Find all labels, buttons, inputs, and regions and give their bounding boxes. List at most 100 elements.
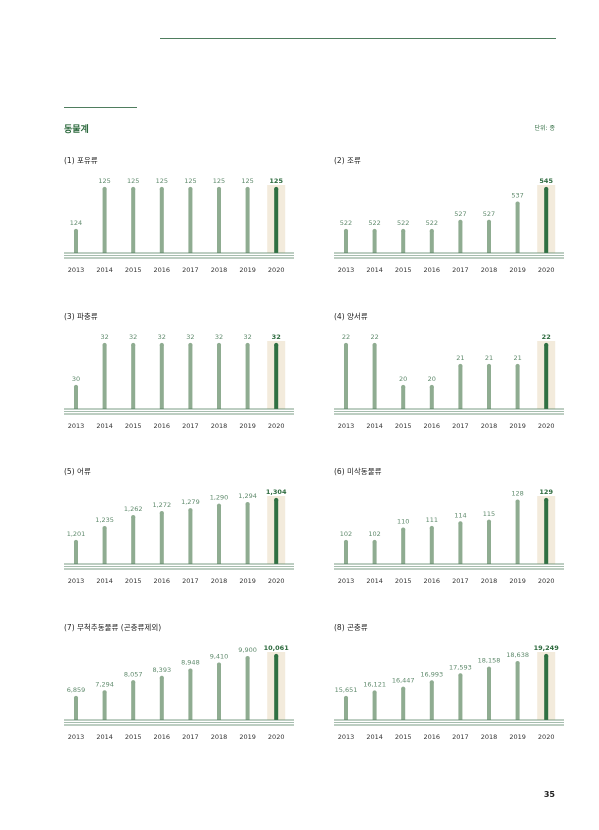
bar-2019 xyxy=(515,501,520,564)
chart-reptiles: (3) 파충류 30 2013 32 2014 32 2015 32 2016 32 2017 32… xyxy=(64,311,294,436)
chart-title: (8) 곤충류 xyxy=(334,623,368,632)
bar-2018 xyxy=(217,664,221,720)
year-label-2017: 2017 xyxy=(452,266,469,274)
chart-title: (6) 미삭동물류 xyxy=(334,467,382,476)
year-label-2016: 2016 xyxy=(154,422,171,430)
data-label-2017: 21 xyxy=(456,354,464,362)
bar-2015 xyxy=(401,529,406,564)
chart-plot: 15,651 2013 16,121 2014 16,447 2015 16,993 2016… xyxy=(334,644,564,741)
bar-cap-2019 xyxy=(515,201,520,206)
chart-birds: (2) 조류 522 2013 522 2014 522 2015 522 2016 527 20… xyxy=(334,155,564,280)
bar-cap-2013 xyxy=(343,342,349,348)
bar-2016 xyxy=(429,682,434,720)
year-label-2015: 2015 xyxy=(395,422,412,430)
bar-2014 xyxy=(102,345,107,409)
bar-cap-2020 xyxy=(544,653,549,659)
year-label-2018: 2018 xyxy=(211,266,228,274)
page-number: 35 xyxy=(543,790,555,799)
year-label-2018: 2018 xyxy=(481,422,498,430)
year-label-2018: 2018 xyxy=(211,733,228,741)
chart-plot: 124 2013 125 2014 125 2015 125 2016 125 2017 125 20… xyxy=(64,177,294,274)
bar-2018 xyxy=(217,345,221,409)
bar-2020 xyxy=(544,345,549,409)
bar-2018 xyxy=(487,521,491,564)
bar-2015 xyxy=(131,517,136,564)
data-label-2013: 30 xyxy=(72,375,80,383)
year-label-2014: 2014 xyxy=(96,733,113,741)
data-label-2014: 7,294 xyxy=(95,680,114,688)
data-label-2016: 125 xyxy=(156,177,168,185)
year-label-2019: 2019 xyxy=(509,422,526,430)
year-label-2016: 2016 xyxy=(424,733,441,741)
bar-cap-2017 xyxy=(188,508,193,513)
bar-2017 xyxy=(188,345,193,409)
data-label-2015: 16,447 xyxy=(392,677,415,685)
data-label-2019: 21 xyxy=(513,354,521,362)
chart-title: (7) 무척추동물류 (곤충류제외) xyxy=(64,623,162,632)
bar-cap-2014 xyxy=(372,342,377,348)
bar-2017 xyxy=(458,221,463,253)
bar-2013 xyxy=(74,698,78,720)
year-label-2017: 2017 xyxy=(182,266,199,274)
bar-cap-2016 xyxy=(429,228,434,234)
chart-mammals: (1) 포유류 124 2013 125 2014 125 2015 125 2016 125 2… xyxy=(64,155,294,280)
year-label-2013: 2013 xyxy=(338,733,355,741)
data-label-2014: 102 xyxy=(368,530,380,538)
year-label-2019: 2019 xyxy=(239,266,256,274)
data-label-2017: 114 xyxy=(454,511,466,519)
data-label-2015: 8,057 xyxy=(124,670,143,678)
data-label-2018: 125 xyxy=(213,177,225,185)
bar-cap-2015 xyxy=(401,686,406,691)
bar-cap-2019 xyxy=(245,501,250,507)
bar-cap-2016 xyxy=(429,680,434,685)
bar-2020 xyxy=(544,656,549,720)
year-label-2018: 2018 xyxy=(211,422,228,430)
data-label-2015: 32 xyxy=(129,333,137,341)
bar-cap-2018 xyxy=(486,363,492,369)
bar-cap-2020 xyxy=(274,653,279,659)
bar-cap-2014 xyxy=(102,342,107,348)
bar-cap-2020 xyxy=(274,186,279,192)
bar-cap-2020 xyxy=(544,497,549,503)
bar-2017 xyxy=(188,670,193,720)
bar-cap-2017 xyxy=(188,668,193,673)
bar-cap-2015 xyxy=(131,186,136,192)
data-label-2020: 125 xyxy=(269,177,283,185)
year-label-2017: 2017 xyxy=(452,422,469,430)
year-label-2017: 2017 xyxy=(182,577,199,585)
bar-2013 xyxy=(344,542,348,564)
chart-plot: 102 2013 102 2014 110 2015 111 2016 114 2017 115 20… xyxy=(334,488,564,585)
chart-title: (3) 파충류 xyxy=(64,312,98,321)
bar-2020 xyxy=(274,500,279,564)
year-label-2016: 2016 xyxy=(154,266,171,274)
top-rule xyxy=(160,38,556,39)
bar-2017 xyxy=(458,675,463,720)
bar-cap-2016 xyxy=(429,525,434,531)
chart-title: (2) 조류 xyxy=(334,156,361,165)
bar-2016 xyxy=(429,231,434,253)
unit-label: 단위: 종 xyxy=(534,125,556,132)
data-label-2015: 110 xyxy=(397,518,409,526)
bar-2015 xyxy=(131,345,136,409)
chart-plot: 30 2013 32 2014 32 2015 32 2016 32 2017 32 2018 32 20… xyxy=(64,333,294,430)
year-label-2019: 2019 xyxy=(509,733,526,741)
bar-2014 xyxy=(372,345,377,409)
bar-cap-2018 xyxy=(486,666,492,671)
bar-cap-2015 xyxy=(401,228,406,234)
bar-cap-2014 xyxy=(372,228,377,234)
chart-plot: 6,859 2013 7,294 2014 8,057 2015 8,393 2016 8,94… xyxy=(64,644,294,741)
year-label-2015: 2015 xyxy=(395,266,412,274)
bar-cap-2014 xyxy=(372,690,377,695)
bar-2016 xyxy=(159,345,164,409)
year-label-2020: 2020 xyxy=(538,422,555,430)
year-label-2016: 2016 xyxy=(154,733,171,741)
data-label-2013: 522 xyxy=(340,219,352,227)
bar-cap-2017 xyxy=(458,219,463,224)
bar-2017 xyxy=(458,523,463,564)
bar-2016 xyxy=(159,677,164,720)
data-label-2018: 527 xyxy=(483,210,495,218)
year-label-2013: 2013 xyxy=(68,422,85,430)
chart-plot: 22 2013 22 2014 20 2015 20 2016 21 2017 21 2018 21 20… xyxy=(334,333,564,430)
bar-cap-2017 xyxy=(458,673,463,678)
data-label-2018: 9,410 xyxy=(210,653,229,661)
